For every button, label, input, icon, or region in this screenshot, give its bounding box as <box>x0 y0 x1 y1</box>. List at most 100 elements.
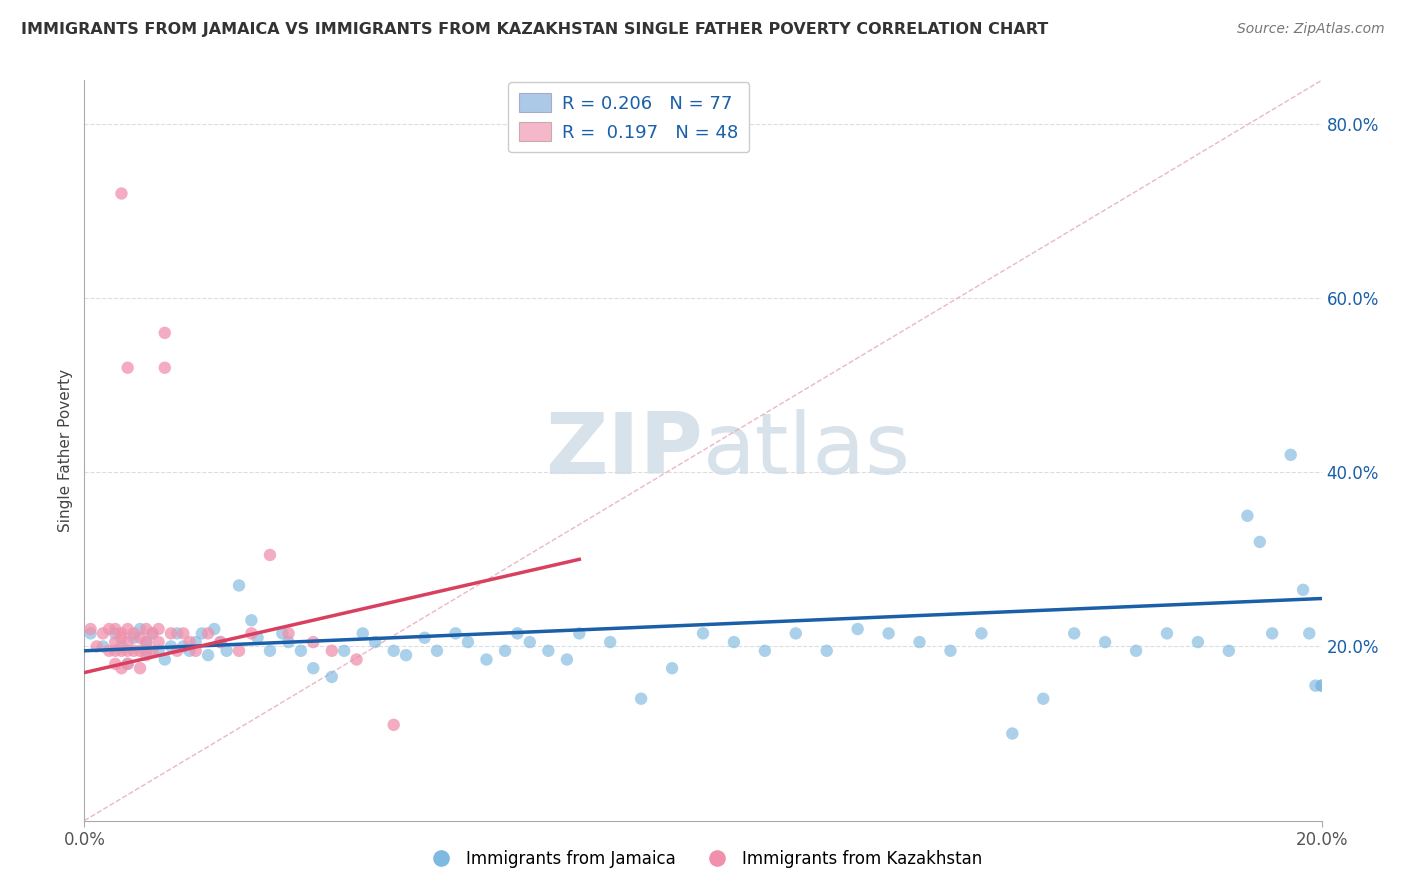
Point <box>148 635 170 649</box>
Point <box>117 360 139 375</box>
Point <box>321 670 343 684</box>
Point <box>494 644 516 658</box>
Point <box>1298 626 1320 640</box>
Point <box>141 644 163 658</box>
Point <box>160 626 183 640</box>
Point <box>290 644 312 658</box>
Point <box>135 644 157 658</box>
Point <box>568 626 591 640</box>
Point <box>197 648 219 662</box>
Point <box>110 644 132 658</box>
Point <box>846 622 869 636</box>
Point <box>302 661 325 675</box>
Point <box>426 644 449 658</box>
Point <box>661 661 683 675</box>
Point <box>1249 535 1271 549</box>
Point <box>153 360 176 375</box>
Point <box>457 635 479 649</box>
Point <box>475 652 498 666</box>
Point <box>1187 635 1209 649</box>
Point <box>86 640 108 654</box>
Point <box>277 626 299 640</box>
Point <box>1001 726 1024 740</box>
Point <box>1063 626 1085 640</box>
Point <box>271 626 294 640</box>
Point <box>240 613 263 627</box>
Point <box>209 635 232 649</box>
Point <box>104 644 127 658</box>
Point <box>79 626 101 640</box>
Point <box>1156 626 1178 640</box>
Point <box>179 635 201 649</box>
Point <box>166 644 188 658</box>
Text: Source: ZipAtlas.com: Source: ZipAtlas.com <box>1237 22 1385 37</box>
Point <box>1261 626 1284 640</box>
Point <box>1125 644 1147 658</box>
Legend: R = 0.206   N = 77, R =  0.197   N = 48: R = 0.206 N = 77, R = 0.197 N = 48 <box>508 82 749 153</box>
Point <box>122 626 145 640</box>
Point <box>153 652 176 666</box>
Point <box>364 635 387 649</box>
Point <box>382 718 405 732</box>
Point <box>228 644 250 658</box>
Point <box>692 626 714 640</box>
Point <box>382 644 405 658</box>
Point <box>877 626 900 640</box>
Point <box>110 631 132 645</box>
Point <box>129 622 152 636</box>
Point <box>444 626 467 640</box>
Point <box>129 631 152 645</box>
Point <box>277 635 299 649</box>
Point <box>1279 448 1302 462</box>
Point <box>346 652 368 666</box>
Point <box>153 326 176 340</box>
Point <box>141 626 163 640</box>
Point <box>148 644 170 658</box>
Point <box>815 644 838 658</box>
Point <box>599 635 621 649</box>
Point <box>240 626 263 640</box>
Point <box>413 631 436 645</box>
Point <box>1032 691 1054 706</box>
Point <box>110 640 132 654</box>
Point <box>1310 679 1333 693</box>
Point <box>1292 582 1315 597</box>
Point <box>352 626 374 640</box>
Point <box>785 626 807 640</box>
Point <box>117 622 139 636</box>
Point <box>1310 679 1333 693</box>
Point <box>202 622 225 636</box>
Point <box>172 640 194 654</box>
Point <box>1305 679 1327 693</box>
Point <box>110 661 132 675</box>
Point <box>141 626 163 640</box>
Point <box>135 635 157 649</box>
Point <box>1236 508 1258 523</box>
Point <box>104 622 127 636</box>
Point <box>970 626 993 640</box>
Point <box>184 644 207 658</box>
Point <box>129 644 152 658</box>
Point <box>1094 635 1116 649</box>
Point <box>333 644 356 658</box>
Point <box>228 578 250 592</box>
Point <box>79 622 101 636</box>
Point <box>259 548 281 562</box>
Point <box>179 644 201 658</box>
Point <box>191 626 214 640</box>
Point <box>135 635 157 649</box>
Point <box>98 644 121 658</box>
Point <box>519 635 541 649</box>
Point <box>395 648 418 662</box>
Point <box>259 644 281 658</box>
Point <box>91 640 114 654</box>
Point <box>160 640 183 654</box>
Point <box>117 657 139 671</box>
Point <box>122 631 145 645</box>
Text: atlas: atlas <box>703 409 911 492</box>
Point <box>117 635 139 649</box>
Point <box>135 622 157 636</box>
Point <box>135 648 157 662</box>
Text: ZIP: ZIP <box>546 409 703 492</box>
Point <box>246 631 269 645</box>
